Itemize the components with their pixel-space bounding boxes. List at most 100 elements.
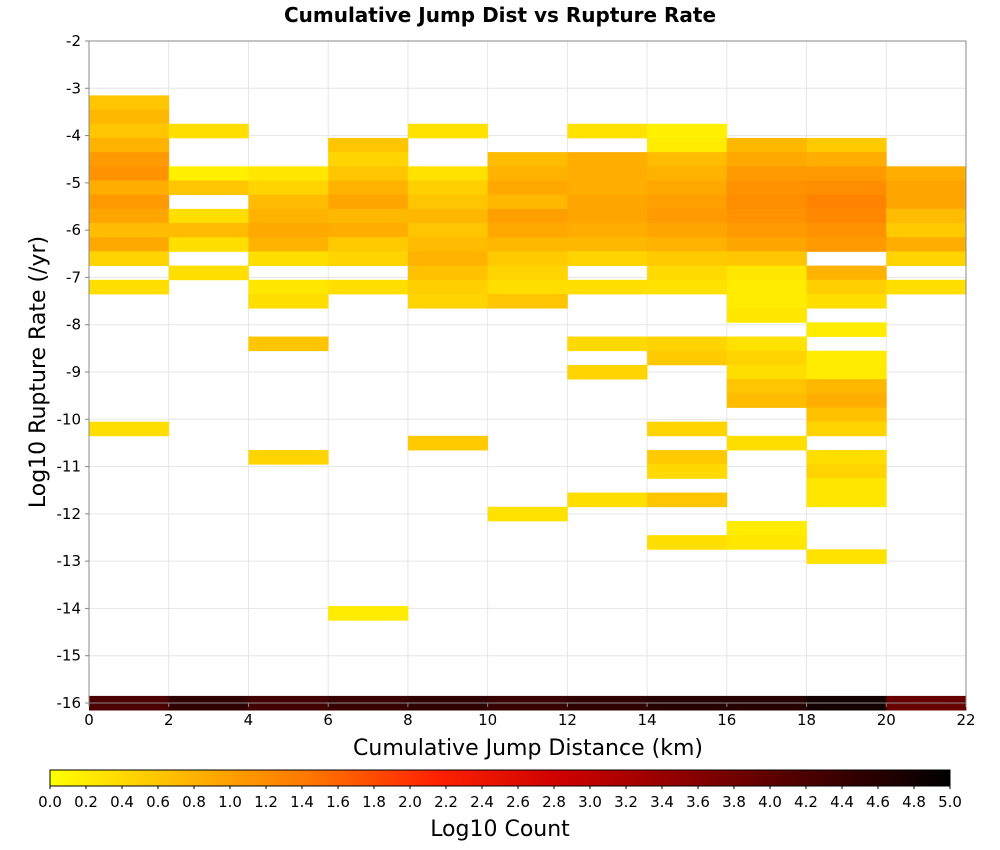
y-tick-label: -16 — [57, 694, 82, 712]
heatmap-cell — [886, 251, 967, 267]
heatmap-cell — [726, 535, 807, 550]
heatmap-cell — [89, 137, 170, 153]
y-tick-label: -12 — [57, 505, 82, 523]
heatmap-cell — [328, 166, 409, 181]
heatmap-cell — [647, 450, 728, 465]
heatmap-cell — [806, 194, 887, 210]
heatmap-cell — [726, 152, 807, 167]
heatmap-cell — [806, 237, 887, 252]
heatmap-cell — [806, 208, 887, 224]
x-tick-label: 10 — [478, 711, 497, 729]
heatmap-cell — [328, 137, 409, 153]
heatmap-cell — [886, 180, 967, 196]
heatmap-cell — [89, 223, 170, 238]
heatmap-cell — [567, 152, 648, 167]
heatmap-cell — [89, 421, 170, 437]
colorbar-tick-label: 2.2 — [434, 793, 458, 811]
colorbar-tick-label: 3.2 — [614, 793, 638, 811]
heatmap-cell — [487, 279, 568, 295]
heatmap-cell — [407, 265, 489, 281]
heatmap-cell — [886, 279, 967, 295]
heatmap-cell — [168, 265, 249, 281]
y-tick-label: -14 — [57, 599, 82, 617]
heatmap-cell — [328, 251, 409, 267]
heatmap-cell — [407, 208, 489, 224]
heatmap-cell — [328, 194, 409, 210]
heatmap-cell — [168, 123, 249, 139]
colorbar-tick-label: 4.2 — [794, 793, 818, 811]
x-tick-label: 22 — [956, 711, 975, 729]
y-tick-label: -8 — [66, 316, 81, 334]
heatmap-cell — [328, 279, 409, 295]
colorbar-label: Log10 Count — [430, 817, 570, 842]
heatmap-cell — [647, 251, 728, 267]
heatmap-cell — [726, 194, 807, 210]
colorbar-tick-label: 1.0 — [218, 793, 242, 811]
heatmap-cell — [89, 123, 170, 139]
y-tick-label: -5 — [66, 174, 81, 192]
heatmap-cell — [806, 393, 887, 408]
y-tick-label: -2 — [66, 32, 81, 50]
heatmap-cell — [806, 478, 887, 493]
colorbar-tick-label: 1.6 — [326, 793, 350, 811]
heatmap-cell — [647, 152, 728, 167]
heatmap-cell — [567, 336, 648, 352]
heatmap-cell — [487, 208, 568, 224]
colorbar-tick-label: 0.6 — [146, 793, 170, 811]
x-axis-ticks: 0 2 4 6 8 10 12 14 16 18 20 22 — [84, 703, 976, 729]
heatmap-cell — [726, 137, 807, 153]
heatmap-cell — [806, 166, 887, 181]
heatmap-cell — [647, 279, 728, 295]
heatmap-cell — [886, 237, 967, 252]
heatmap-cell — [806, 350, 887, 366]
heatmap-cell — [726, 208, 807, 224]
heatmap-cell — [407, 123, 489, 139]
heatmap-cell — [567, 123, 648, 139]
heatmap-cell — [407, 194, 489, 210]
heatmap-cell — [567, 180, 648, 196]
heatmap-cell — [647, 421, 728, 437]
x-tick-label: 12 — [558, 711, 577, 729]
x-tick-label: 0 — [84, 711, 94, 729]
colorbar-tick-label: 2.0 — [398, 793, 422, 811]
heatmap-cell — [806, 223, 887, 238]
x-tick-label: 14 — [638, 711, 657, 729]
heatmap-cell — [248, 223, 329, 238]
colorbar-tick-label: 5.0 — [938, 793, 962, 811]
colorbar-tick-label: 0.4 — [110, 793, 134, 811]
heatmap-cell — [248, 194, 329, 210]
colorbar-tick-label: 3.0 — [578, 793, 602, 811]
colorbar-tick-label: 4.6 — [866, 793, 890, 811]
heatmap-cell — [806, 152, 887, 167]
heatmap-cell — [407, 180, 489, 196]
colorbar-tick-label: 1.2 — [254, 793, 278, 811]
heatmap-cell — [407, 166, 489, 181]
heatmap-cell — [726, 435, 807, 451]
heatmap-cell — [328, 223, 409, 238]
colorbar-tick-label: 0.8 — [182, 793, 206, 811]
chart-title: Cumulative Jump Dist vs Rupture Rate — [284, 3, 716, 27]
heatmap-cell — [407, 223, 489, 238]
y-axis-ticks: -2 -3 -4 -5 -6 -7 -8 -9 -10 -11 -12 -13 -14 -15 -16 — [57, 32, 89, 712]
heatmap-cell — [726, 336, 807, 352]
heatmap-cells — [89, 95, 967, 711]
heatmap-cell — [567, 223, 648, 238]
heatmap-cell — [328, 237, 409, 252]
heatmap-cell — [806, 180, 887, 196]
x-tick-label: 4 — [244, 711, 254, 729]
heatmap-cell — [886, 223, 967, 238]
heatmap-cell — [726, 520, 807, 536]
colorbar-tick-label: 2.4 — [470, 793, 494, 811]
colorbar-tick-label: 2.8 — [542, 793, 566, 811]
heatmap-cell — [89, 109, 170, 125]
heatmap-cell — [806, 265, 887, 281]
x-tick-label: 18 — [797, 711, 816, 729]
heatmap-cell — [567, 279, 648, 295]
colorbar-tick-label: 3.8 — [722, 793, 746, 811]
y-tick-label: -13 — [57, 552, 82, 570]
heatmap-cell — [567, 364, 648, 380]
heatmap-cell — [647, 180, 728, 196]
heatmap-cell — [248, 293, 329, 309]
heatmap-cell — [567, 194, 648, 210]
heatmap-cell — [806, 322, 887, 337]
